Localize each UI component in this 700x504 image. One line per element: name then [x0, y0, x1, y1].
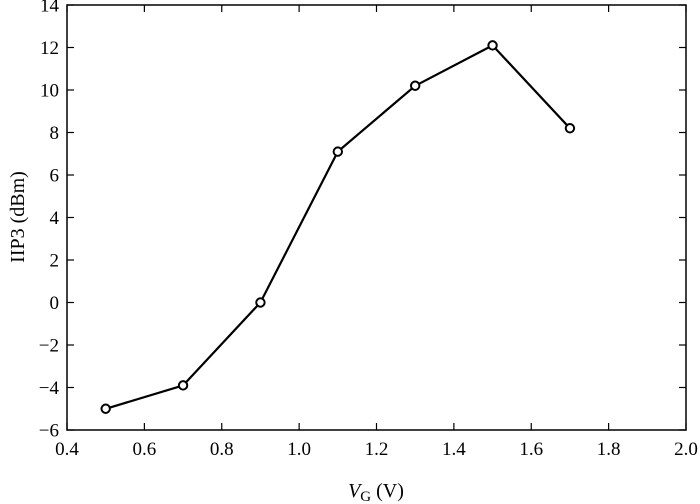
y-tick-label: 2: [50, 251, 60, 272]
y-tick-label: −2: [39, 336, 59, 357]
x-tick-label: 1.8: [597, 439, 621, 460]
x-tick-label: 1.4: [442, 439, 466, 460]
x-tick-label: 1.2: [365, 439, 389, 460]
x-tick-label: 2.0: [674, 439, 698, 460]
y-tick-label: 6: [50, 166, 60, 187]
data-point: [177, 380, 189, 391]
x-axis-ticks: 0.4 0.6 0.8 1.0 1.2 1.4 1.6 1.8 2.0: [55, 5, 698, 460]
x-tick-label: 1.6: [519, 439, 543, 460]
x-axis-subscript: G: [360, 489, 371, 504]
x-tick-label: 0.8: [210, 439, 234, 460]
y-tick-label: 8: [50, 123, 60, 144]
y-tick-label: −4: [39, 378, 60, 399]
y-tick-label: 0: [50, 293, 60, 314]
x-tick-label: 0.4: [55, 439, 79, 460]
x-axis-symbol: V: [348, 480, 363, 502]
x-axis-unit: (V): [371, 480, 404, 502]
y-tick-label: 12: [40, 38, 59, 59]
plot-frame: [66, 4, 687, 431]
data-point: [564, 123, 576, 134]
y-axis-ticks: −6 −4 −2 0 2 4 6 8 10 12 14: [39, 0, 686, 442]
y-tick-label: 10: [40, 81, 59, 102]
y-tick-label: −6: [39, 421, 59, 442]
x-tick-label: 1.0: [287, 439, 311, 460]
series-line: [105, 44, 571, 410]
y-tick-label: 14: [40, 0, 60, 17]
x-tick-label: 0.6: [133, 439, 157, 460]
data-point: [332, 146, 344, 157]
data-point: [255, 297, 266, 308]
data-point: [100, 403, 111, 414]
data-point: [409, 80, 421, 91]
y-tick-label: 4: [50, 208, 60, 229]
data-point: [487, 40, 498, 51]
y-axis-title: IIP3 (dBm): [7, 171, 29, 263]
x-axis-title: VG (V): [348, 480, 404, 504]
series-layer: [100, 40, 576, 414]
